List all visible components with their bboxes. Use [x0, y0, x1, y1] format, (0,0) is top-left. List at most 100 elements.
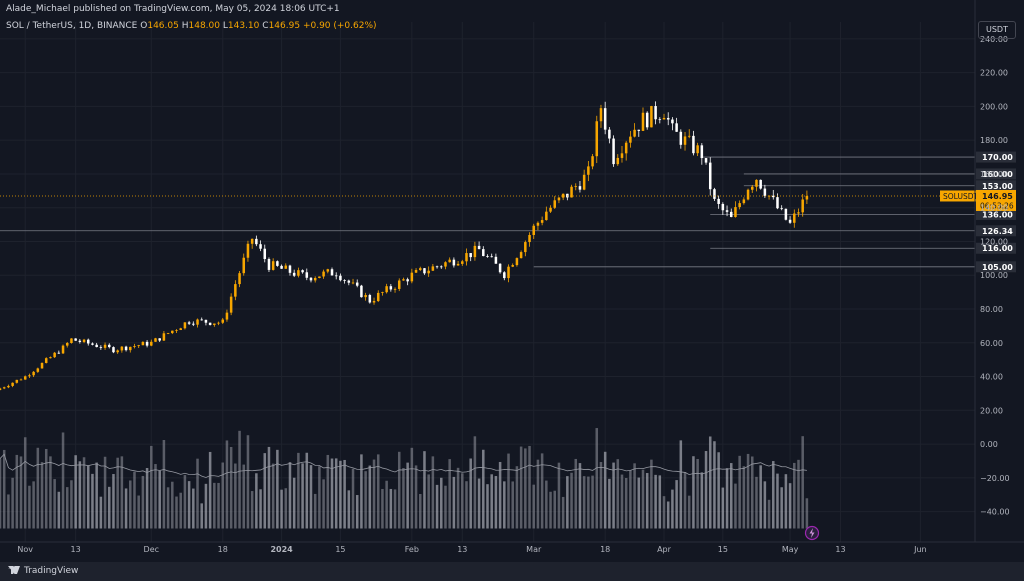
candle-body	[708, 162, 712, 190]
tradingview-logo[interactable]: TradingView	[8, 566, 78, 576]
candle-body	[208, 322, 212, 325]
volume-bar	[82, 457, 86, 529]
volume-bar	[381, 488, 384, 529]
candle-body	[355, 282, 359, 286]
volume-bar	[133, 471, 136, 529]
volume-bar	[208, 451, 212, 529]
candle-body	[292, 272, 296, 276]
candle-body	[124, 346, 128, 351]
volume-bar	[288, 462, 292, 529]
volume-bar	[641, 469, 645, 529]
last-price-tag-bg	[976, 189, 1016, 211]
candle-body	[713, 189, 716, 199]
volume-bar	[566, 476, 569, 529]
volume-bar	[511, 481, 514, 529]
candle-body	[469, 253, 472, 258]
volume-bar	[498, 461, 502, 529]
volume-bar	[124, 488, 128, 529]
volume-bar	[129, 480, 132, 529]
volume-bar	[629, 470, 632, 529]
volume-bar	[397, 451, 401, 529]
volume-bar	[351, 468, 355, 529]
symbol-name[interactable]: SOL / TetherUS, 1D, BINANCE	[6, 21, 138, 31]
candle-body	[339, 275, 342, 281]
volume-bar	[284, 488, 288, 529]
candle-body	[15, 379, 19, 383]
volume-bar	[187, 481, 191, 529]
candle-body	[650, 106, 653, 128]
volume-bar	[347, 490, 351, 529]
volume-bar	[444, 485, 447, 529]
volume-bar	[313, 493, 317, 529]
candle-body	[74, 338, 77, 341]
volume-bar	[452, 476, 456, 529]
currency-button[interactable]: USDT	[978, 21, 1016, 39]
volume-bar	[503, 481, 506, 529]
candle-body	[376, 292, 380, 302]
candle-body	[250, 238, 254, 244]
candle-body	[641, 112, 645, 131]
candle-body	[385, 286, 388, 293]
candle-body	[200, 319, 203, 321]
candle-body	[683, 136, 687, 145]
candle-body	[793, 213, 796, 223]
volume-bar	[234, 463, 237, 529]
candle-body	[755, 179, 758, 187]
candle-body	[36, 368, 40, 372]
x-tick-label: 15	[718, 545, 728, 554]
volume-bar	[225, 440, 229, 529]
volume-bar	[2, 449, 6, 529]
volume-bar	[557, 462, 561, 529]
x-tick-label: Jun	[913, 545, 927, 554]
price-axis[interactable]: 240.00 220.00 200.00 180.00 160.00 140.00 120.…	[974, 0, 1010, 542]
volume-bar	[376, 454, 380, 529]
volume-bar	[763, 481, 767, 529]
volume-bar	[192, 488, 195, 529]
candles	[0, 101, 809, 391]
volume-bar	[696, 459, 699, 529]
level-label: 160.00	[982, 170, 1013, 179]
candle-body	[364, 295, 367, 298]
candle-body	[402, 279, 405, 281]
candle-body	[473, 245, 477, 258]
candle-body	[511, 265, 514, 267]
candle-body	[112, 347, 115, 353]
volume-bar	[482, 449, 485, 529]
volume-bar	[456, 467, 460, 529]
candle-body	[129, 346, 132, 351]
horizontal-levels[interactable]: 170.00 160.00 153.00 136.00 126.34 116.00 105.…	[0, 151, 1016, 273]
candle-body	[318, 276, 321, 279]
volume-bar	[242, 464, 246, 529]
alert-icon[interactable]	[804, 525, 820, 541]
volume-bar	[532, 484, 535, 529]
volume-bar	[23, 437, 27, 529]
y-tick-label: 200.00	[980, 102, 1008, 111]
candle-body	[381, 292, 384, 293]
volume-bar	[263, 453, 267, 529]
candle-body	[574, 186, 578, 187]
volume-bar	[608, 478, 611, 529]
candle-body	[507, 266, 510, 279]
candle-body	[692, 135, 695, 154]
candle-body	[23, 376, 27, 380]
volume-bar	[280, 489, 283, 529]
candle-body	[645, 112, 649, 128]
volume-bar	[755, 476, 758, 529]
time-axis[interactable]: Nov 13 Dec 18 2024 15 Feb 13 Mar 18 Apr 15 May 13 Jun	[0, 541, 1024, 554]
volume-bar	[612, 462, 615, 529]
candle-body	[418, 268, 422, 270]
candle-body	[603, 108, 607, 130]
y-tick-label: 40.00	[980, 373, 1003, 382]
volume-bar	[368, 465, 372, 529]
candle-body	[343, 280, 346, 282]
candle-body	[662, 117, 666, 120]
candle-body	[578, 186, 582, 190]
candle-body	[637, 129, 641, 131]
candle-body	[700, 145, 704, 159]
price-chart[interactable]: 170.00 160.00 153.00 136.00 126.34 116.00 105.…	[0, 0, 1024, 562]
candle-body	[234, 284, 237, 297]
symbol-legend: SOL / TetherUS, 1D, BINANCE O146.05 H148…	[6, 21, 377, 31]
candle-body	[734, 207, 737, 218]
candle-body	[313, 278, 317, 281]
volume-bar	[687, 495, 691, 529]
